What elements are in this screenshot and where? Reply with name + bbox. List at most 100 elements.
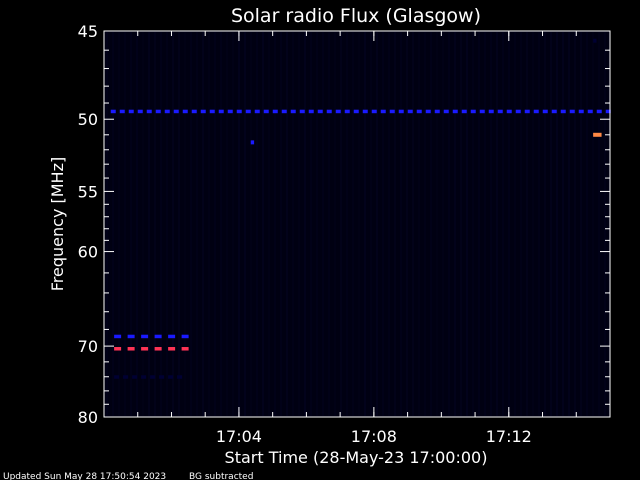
- band-74-segment: [114, 375, 120, 379]
- y-tick-label-4: 70: [78, 337, 98, 356]
- band-49.5-segment: [281, 109, 287, 114]
- noise-streak: [130, 32, 132, 416]
- band-68.8-blue-segment: [154, 334, 162, 339]
- band-49.5-segment: [587, 109, 593, 114]
- band-49.5-segment: [515, 109, 521, 114]
- noise-streak: [262, 32, 264, 416]
- noise-streak: [478, 32, 480, 416]
- band-74-segment: [168, 375, 174, 379]
- noise-streak: [592, 32, 594, 416]
- noise-streak: [250, 32, 252, 416]
- x-axis-label: Start Time (28-May-23 17:00:00): [225, 448, 488, 467]
- band-70.3-red-segment: [141, 347, 149, 351]
- band-68.8-blue-segment: [141, 334, 149, 339]
- band-49.5-segment: [335, 109, 341, 114]
- band-49.5-segment: [326, 109, 332, 114]
- band-70.3-red-segment: [168, 347, 176, 351]
- band-49.5-segment: [533, 109, 539, 114]
- band-74-segment: [150, 375, 156, 379]
- noise-streak: [142, 32, 144, 416]
- noise-streak: [370, 32, 372, 416]
- band-74-segment: [132, 375, 138, 379]
- noise-streak: [160, 32, 162, 416]
- noise-streak: [568, 32, 570, 416]
- noise-streak: [214, 32, 216, 416]
- noise-streak: [484, 32, 486, 416]
- band-68.8-blue-segment: [168, 334, 176, 339]
- band-74-segment: [141, 375, 147, 379]
- band-68.8-blue-segment: [127, 334, 135, 339]
- band-49.5-segment: [452, 109, 458, 114]
- noise-streak: [448, 32, 450, 416]
- noise-streak: [328, 32, 330, 416]
- band-49.5-segment: [110, 109, 116, 114]
- band-49.5-segment: [245, 109, 251, 114]
- band-49.5-segment: [299, 109, 305, 114]
- band-49.5-segment: [362, 109, 368, 114]
- noise-streak: [400, 32, 402, 416]
- noise-streak: [364, 32, 366, 416]
- noise-streak: [196, 32, 198, 416]
- noise-streak: [220, 32, 222, 416]
- noise-streak: [454, 32, 456, 416]
- noise-streak: [202, 32, 204, 416]
- noise-streak: [526, 32, 528, 416]
- noise-streak: [376, 32, 378, 416]
- noise-streak: [322, 32, 324, 416]
- band-49.5-segment: [461, 109, 467, 114]
- noise-streak: [340, 32, 342, 416]
- band-49.5-segment: [254, 109, 260, 114]
- band-49.5-segment: [137, 109, 143, 114]
- band-49.5-segment: [371, 109, 377, 114]
- noise-streak: [136, 32, 138, 416]
- noise-streak: [436, 32, 438, 416]
- band-70.3-red-segment: [114, 347, 122, 351]
- noise-streak: [292, 32, 294, 416]
- band-49.5-segment: [272, 109, 278, 114]
- band-49.5-segment: [560, 109, 566, 114]
- noise-streak: [298, 32, 300, 416]
- noise-streak: [124, 32, 126, 416]
- band-49.5-segment: [164, 109, 170, 114]
- noise-streak: [586, 32, 588, 416]
- band-49.5-segment: [218, 109, 224, 114]
- noise-streak: [424, 32, 426, 416]
- band-49.5-segment: [344, 109, 350, 114]
- band-49.5-segment: [389, 109, 395, 114]
- noise-streak: [520, 32, 522, 416]
- spot-51.5: [250, 140, 255, 145]
- band-49.5-segment: [380, 109, 386, 114]
- y-tick-label-2: 55: [78, 182, 98, 201]
- band-49.5-segment: [353, 109, 359, 114]
- noise-streak: [226, 32, 228, 416]
- noise-streak: [532, 32, 534, 416]
- band-49.5-segment: [434, 109, 440, 114]
- band-49.5-segment: [155, 109, 161, 114]
- band-74-segment: [123, 375, 129, 379]
- noise-streak: [166, 32, 168, 416]
- band-49.5-segment: [317, 109, 323, 114]
- noise-streak: [382, 32, 384, 416]
- band-49.5-segment: [398, 109, 404, 114]
- band-68.8-blue-segment: [181, 334, 189, 339]
- y-tick-label-0: 45: [78, 22, 98, 41]
- band-49.5-segment: [290, 109, 296, 114]
- band-49.5-segment: [425, 109, 431, 114]
- band-49.5-segment: [146, 109, 152, 114]
- y-tick-label-5: 80: [78, 408, 98, 427]
- noise-streak: [388, 32, 390, 416]
- noise-streak: [598, 32, 600, 416]
- noise-streak: [466, 32, 468, 416]
- noise-streak: [556, 32, 558, 416]
- band-49.5-segment: [173, 109, 179, 114]
- y-tick-label-1: 50: [78, 110, 98, 129]
- noise-streak: [208, 32, 210, 416]
- noise-streak: [574, 32, 576, 416]
- noise-streak: [502, 32, 504, 416]
- band-49.5-segment: [596, 109, 602, 114]
- band-49.5-segment: [119, 109, 125, 114]
- noise-streak: [406, 32, 408, 416]
- noise-streak: [580, 32, 582, 416]
- noise-streak: [460, 32, 462, 416]
